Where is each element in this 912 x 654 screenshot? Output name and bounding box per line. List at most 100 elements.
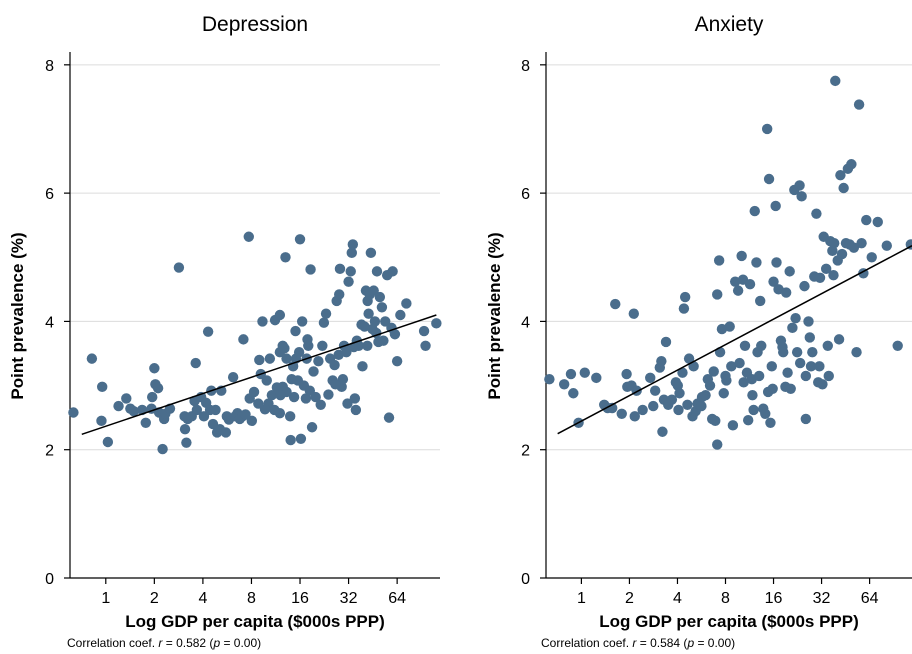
data-point <box>749 205 760 217</box>
data-point <box>238 334 249 345</box>
data-point <box>565 368 577 380</box>
data-point <box>708 366 719 377</box>
data-point <box>376 302 388 313</box>
data-point <box>300 393 312 404</box>
data-point <box>305 264 316 275</box>
data-point <box>817 379 828 390</box>
data-point <box>349 393 361 404</box>
data-point <box>794 180 805 191</box>
data-point <box>259 404 271 415</box>
data-point <box>782 367 793 378</box>
data-point <box>395 309 406 321</box>
data-point <box>568 388 579 399</box>
chart-title: Anxiety <box>695 13 764 36</box>
data-point <box>343 276 354 287</box>
data-point <box>374 291 386 303</box>
data-point <box>794 357 806 369</box>
data-point <box>800 413 812 425</box>
data-point <box>140 417 151 428</box>
data-point <box>280 252 291 263</box>
r-value: = 0.582 ( <box>162 636 214 650</box>
y-axis-title: Point prevalence (%) <box>485 232 504 399</box>
data-point <box>729 276 741 287</box>
y-tick-label: 0 <box>45 571 54 588</box>
data-point <box>281 353 292 364</box>
data-point <box>579 367 590 378</box>
data-point <box>763 173 775 185</box>
data-point <box>829 237 840 249</box>
data-point <box>113 400 124 412</box>
data-point <box>724 321 735 332</box>
p-value: = 0.00) <box>694 636 736 650</box>
data-point <box>261 375 272 386</box>
data-point <box>830 75 841 87</box>
data-point <box>363 308 374 319</box>
data-point <box>310 391 321 403</box>
data-point <box>279 343 290 354</box>
trend-line <box>557 245 912 435</box>
data-point <box>851 347 862 358</box>
data-point <box>755 295 766 307</box>
data-point <box>431 318 442 329</box>
x-axis-title: Log GDP per capita ($000s PPP) <box>125 612 385 631</box>
x-tick-label: 32 <box>813 590 831 607</box>
anxiety-correlation-note: Correlation coef. r = 0.584 (p = 0.00) <box>541 636 735 650</box>
x-tick-label: 1 <box>101 590 110 607</box>
data-point <box>666 394 678 405</box>
data-point <box>96 415 107 427</box>
data-point <box>264 353 276 364</box>
data-point <box>369 316 381 327</box>
data-point <box>761 123 773 135</box>
data-point <box>157 443 168 455</box>
data-point <box>295 433 307 445</box>
data-point <box>881 240 892 251</box>
data-point <box>704 380 716 391</box>
data-point <box>751 257 762 268</box>
data-point <box>365 247 377 258</box>
x-tick-label: 1 <box>577 590 586 607</box>
data-point <box>853 99 865 110</box>
data-point <box>766 361 777 372</box>
data-point <box>726 361 737 372</box>
data-point <box>149 363 160 374</box>
data-point <box>334 263 346 275</box>
data-point <box>674 388 685 399</box>
data-point <box>248 386 260 398</box>
data-point <box>315 399 326 411</box>
data-point <box>629 411 640 422</box>
data-point <box>337 373 349 385</box>
data-point <box>173 262 185 273</box>
data-point <box>318 317 330 328</box>
data-point <box>660 336 672 348</box>
data-point <box>828 270 839 281</box>
data-point <box>380 316 391 327</box>
data-point <box>350 404 362 416</box>
x-tick-label: 8 <box>721 590 730 607</box>
x-tick-label: 2 <box>625 590 634 607</box>
data-point <box>121 393 132 404</box>
data-point <box>220 427 232 438</box>
data-point <box>846 159 857 170</box>
data-point <box>257 316 268 327</box>
data-point <box>290 325 301 337</box>
data-point <box>712 289 723 300</box>
correlation-prefix: Correlation coef. <box>67 636 156 650</box>
data-point <box>872 216 883 228</box>
data-point <box>202 326 214 337</box>
data-point <box>848 242 860 253</box>
x-axis-title: Log GDP per capita ($000s PPP) <box>599 612 859 631</box>
data-point <box>748 404 759 416</box>
data-point <box>645 372 656 384</box>
data-point <box>679 291 691 303</box>
data-point <box>718 388 729 399</box>
x-tick-label: 8 <box>247 590 256 607</box>
data-point <box>712 439 723 450</box>
data-point <box>760 408 771 419</box>
data-point <box>368 285 379 296</box>
chart-title: Depression <box>202 13 308 36</box>
y-tick-label: 6 <box>45 186 54 203</box>
trend-line <box>81 314 437 436</box>
data-point <box>807 347 818 358</box>
y-tick-label: 8 <box>45 58 54 75</box>
